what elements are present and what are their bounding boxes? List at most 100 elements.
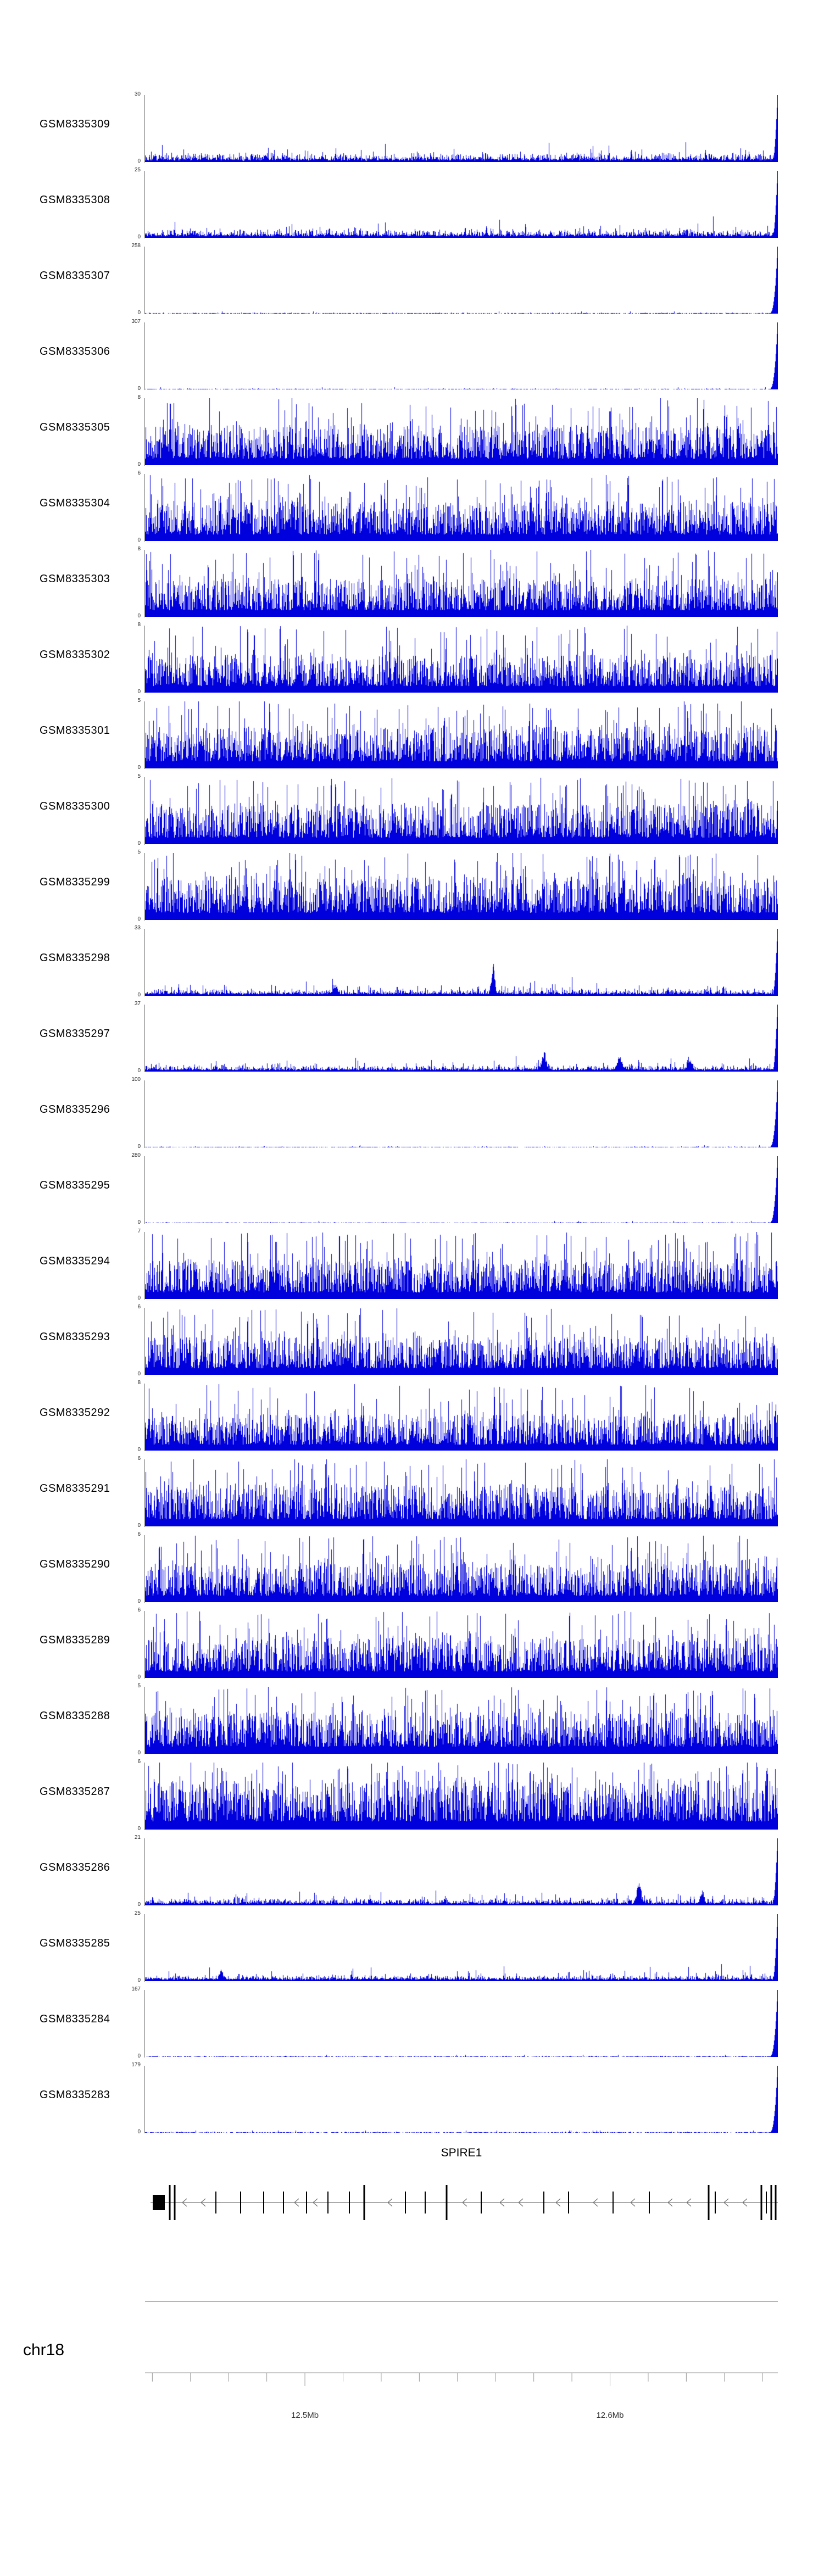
intron-arrow-left-icon bbox=[555, 2198, 561, 2207]
track-ymax-label: 5 bbox=[137, 773, 141, 779]
gene-exon bbox=[708, 2185, 710, 2220]
signal-track-row: GSM8335300 5 0 bbox=[0, 773, 824, 849]
signal-track-row: GSM8335295 280 0 bbox=[0, 1152, 824, 1228]
signal-track-row: GSM8335297 37 0 bbox=[0, 1000, 824, 1076]
track-ymin-label: 0 bbox=[137, 613, 141, 619]
track-ymax-label: 8 bbox=[137, 1380, 141, 1386]
signal-track-row: GSM8335286 21 0 bbox=[0, 1834, 824, 1910]
gene-exon bbox=[283, 2192, 284, 2213]
signal-track-row: GSM8335307 258 0 bbox=[0, 242, 824, 318]
signal-track-row: GSM8335287 6 0 bbox=[0, 1758, 824, 1834]
track-sample-id: GSM8335285 bbox=[40, 1937, 110, 1949]
signal-track-row: GSM8335292 8 0 bbox=[0, 1379, 824, 1455]
track-sample-id: GSM8335306 bbox=[40, 345, 110, 358]
gene-exon bbox=[775, 2185, 777, 2220]
track-sample-id: GSM8335309 bbox=[40, 118, 110, 130]
track-ymin-label: 0 bbox=[137, 765, 141, 771]
track-ymin-label: 0 bbox=[137, 1219, 141, 1225]
gene-exon bbox=[766, 2192, 767, 2213]
track-ymax-label: 21 bbox=[134, 1835, 141, 1841]
track-ymin-label: 0 bbox=[137, 2053, 141, 2059]
track-sample-id: GSM8335290 bbox=[40, 1558, 110, 1570]
chromosome-label: chr18 bbox=[23, 2341, 65, 2359]
signal-track-row: GSM8335303 8 0 bbox=[0, 545, 824, 621]
track-sample-id: GSM8335296 bbox=[40, 1103, 110, 1116]
track-ymin-label: 0 bbox=[137, 537, 141, 543]
gene-exon bbox=[760, 2185, 762, 2220]
intron-arrow-left-icon bbox=[593, 2198, 598, 2207]
track-signal-histogram bbox=[145, 1156, 778, 1223]
track-signal-histogram bbox=[145, 474, 778, 541]
gene-exon bbox=[349, 2192, 350, 2213]
track-signal-histogram bbox=[145, 1459, 778, 1526]
gene-exon bbox=[543, 2192, 544, 2213]
track-ymax-label: 33 bbox=[134, 925, 141, 931]
track-sample-id: GSM8335302 bbox=[40, 649, 110, 661]
track-signal-histogram bbox=[145, 1838, 778, 1905]
intron-arrow-left-icon bbox=[742, 2198, 748, 2207]
track-ymax-label: 25 bbox=[134, 1910, 141, 1916]
track-ymin-label: 0 bbox=[137, 158, 141, 164]
track-ymax-label: 6 bbox=[137, 1304, 141, 1310]
track-ymin-label: 0 bbox=[137, 1598, 141, 1604]
track-ymax-label: 6 bbox=[137, 1531, 141, 1537]
signal-track-row: GSM8335305 8 0 bbox=[0, 394, 824, 470]
gene-exon bbox=[263, 2192, 264, 2213]
track-signal-histogram bbox=[145, 1384, 778, 1451]
track-sample-id: GSM8335287 bbox=[40, 1786, 110, 1798]
track-ymin-label: 0 bbox=[137, 1523, 141, 1529]
intron-arrow-left-icon bbox=[387, 2198, 393, 2207]
track-signal-histogram bbox=[145, 1535, 778, 1602]
signal-track-row: GSM8335298 33 0 bbox=[0, 924, 824, 1000]
track-ymin-label: 0 bbox=[137, 1144, 141, 1150]
track-sample-id: GSM8335304 bbox=[40, 497, 110, 509]
track-sample-id: GSM8335288 bbox=[40, 1710, 110, 1722]
track-signal-histogram bbox=[145, 398, 778, 465]
track-ymax-label: 167 bbox=[131, 1986, 141, 1992]
track-signal-histogram bbox=[145, 1763, 778, 1830]
gene-exon bbox=[568, 2192, 569, 2213]
track-ymax-label: 280 bbox=[131, 1152, 141, 1158]
track-signal-histogram bbox=[145, 777, 778, 844]
track-signal-histogram bbox=[145, 550, 778, 617]
gene-exon bbox=[770, 2185, 772, 2220]
track-signal-histogram bbox=[145, 1080, 778, 1147]
gene-exon bbox=[715, 2192, 716, 2213]
track-ymax-label: 5 bbox=[137, 698, 141, 704]
signal-track-row: GSM8335294 7 0 bbox=[0, 1228, 824, 1303]
intron-arrow-left-icon bbox=[723, 2198, 729, 2207]
track-sample-id: GSM8335295 bbox=[40, 1179, 110, 1191]
track-ymax-label: 6 bbox=[137, 1759, 141, 1765]
track-ymax-label: 8 bbox=[137, 546, 141, 552]
track-signal-histogram bbox=[145, 2066, 778, 2133]
track-ymin-label: 0 bbox=[137, 1295, 141, 1301]
intron-arrow-left-icon bbox=[294, 2198, 299, 2207]
track-signal-histogram bbox=[145, 1611, 778, 1678]
track-ymin-label: 0 bbox=[137, 916, 141, 922]
track-ymin-label: 0 bbox=[137, 689, 141, 695]
gene-exon bbox=[306, 2192, 307, 2213]
track-ymax-label: 5 bbox=[137, 849, 141, 855]
track-ymax-label: 6 bbox=[137, 1456, 141, 1462]
track-ymax-label: 100 bbox=[131, 1077, 141, 1083]
track-signal-histogram bbox=[145, 1308, 778, 1375]
track-ymin-label: 0 bbox=[137, 461, 141, 467]
track-ymin-label: 0 bbox=[137, 1902, 141, 1908]
signal-track-row: GSM8335293 6 0 bbox=[0, 1303, 824, 1379]
track-signal-histogram bbox=[145, 1687, 778, 1754]
track-sample-id: GSM8335291 bbox=[40, 1482, 110, 1495]
track-ymin-label: 0 bbox=[137, 234, 141, 240]
signal-track-row: GSM8335290 6 0 bbox=[0, 1531, 824, 1607]
signal-track-row: GSM8335309 30 0 bbox=[0, 91, 824, 166]
gene-exon bbox=[240, 2192, 241, 2213]
intron-arrow-left-icon bbox=[499, 2198, 505, 2207]
gene-exon bbox=[425, 2192, 426, 2213]
track-signal-histogram bbox=[145, 929, 778, 996]
gene-exon bbox=[327, 2192, 329, 2213]
signal-track-row: GSM8335301 5 0 bbox=[0, 697, 824, 773]
track-ymax-label: 258 bbox=[131, 243, 141, 249]
track-signal-histogram bbox=[145, 701, 778, 768]
track-ymax-label: 307 bbox=[131, 319, 141, 325]
signal-track-row: GSM8335299 5 0 bbox=[0, 849, 824, 924]
